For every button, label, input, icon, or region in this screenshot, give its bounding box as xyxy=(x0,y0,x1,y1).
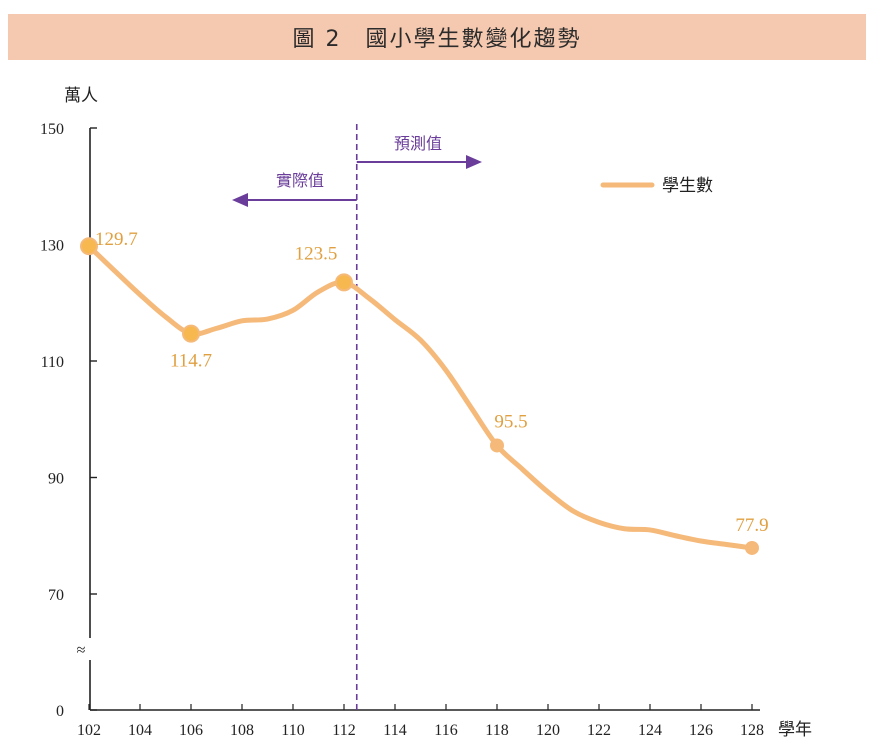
data-label: 129.7 xyxy=(95,229,138,250)
data-point xyxy=(182,324,200,343)
x-tick-label: 120 xyxy=(536,722,560,739)
data-label: 95.5 xyxy=(494,411,527,432)
chart-title: 圖 2 國小學生數變化趨勢 xyxy=(292,27,582,52)
actual-label: 實際值 xyxy=(276,171,324,190)
series-line-student-count xyxy=(86,243,755,551)
y-tick-label: 0 xyxy=(56,703,64,720)
data-label: 123.5 xyxy=(295,243,338,264)
x-axis-unit: 學年 xyxy=(778,720,812,740)
legend-label: 學生數 xyxy=(662,176,713,196)
x-tick-label: 106 xyxy=(179,722,203,739)
y-tick-label: 90 xyxy=(48,471,64,488)
data-point xyxy=(490,438,504,453)
data-label: 77.9 xyxy=(735,515,768,536)
x-tick-label: 128 xyxy=(740,722,764,739)
x-tick-label: 126 xyxy=(689,722,713,739)
y-tick-label: 110 xyxy=(41,354,64,371)
y-axis-unit: 萬人 xyxy=(64,86,98,106)
forecast-arrow-head xyxy=(466,155,482,169)
x-tick-label: 112 xyxy=(332,722,355,739)
data-label: 114.7 xyxy=(170,351,212,372)
x-tick-label: 110 xyxy=(281,722,304,739)
title-bar: 圖 2 國小學生數變化趨勢 xyxy=(8,14,866,60)
y-tick-label: 130 xyxy=(40,238,64,255)
y-axis-break-symbol: ≈ xyxy=(77,642,86,659)
actual-arrow-head xyxy=(232,193,248,207)
x-tick-label: 118 xyxy=(485,722,508,739)
data-point xyxy=(80,237,98,256)
x-tick-label: 124 xyxy=(638,722,662,739)
y-tick-label: 70 xyxy=(48,587,64,604)
x-tick-label: 108 xyxy=(230,722,254,739)
x-tick-label: 104 xyxy=(128,722,152,739)
x-tick-label: 102 xyxy=(77,722,101,739)
y-tick-label: 150 xyxy=(40,121,64,138)
data-point xyxy=(745,540,759,555)
data-point xyxy=(335,273,353,292)
forecast-label: 預測值 xyxy=(394,134,442,153)
x-tick-label: 114 xyxy=(383,722,406,739)
x-tick-label: 116 xyxy=(434,722,457,739)
x-tick-label: 122 xyxy=(587,722,611,739)
